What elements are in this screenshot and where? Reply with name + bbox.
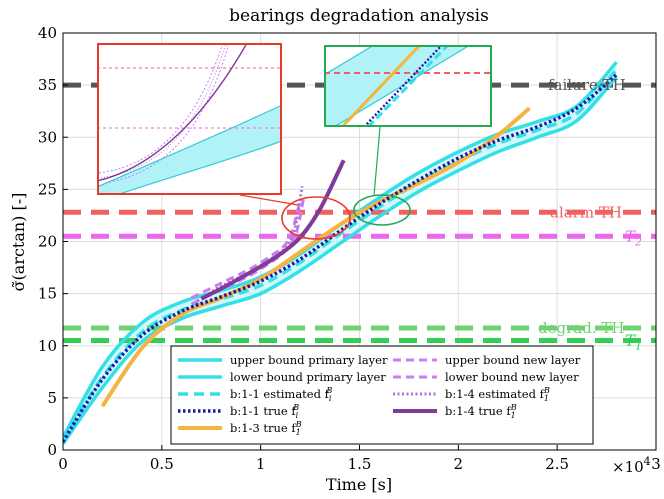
series-line: [100, 106, 531, 408]
x-tick-label: 0.5: [150, 455, 174, 473]
y-tick-label: 0: [47, 441, 57, 459]
series-line: [63, 68, 618, 442]
legend-label: b:1-4 true f1B: [445, 403, 517, 420]
y-tick-label: 30: [38, 128, 57, 146]
x-tick-label: 1: [256, 455, 266, 473]
x-tick-label: 2: [454, 455, 464, 473]
series-line: [63, 73, 618, 443]
zoom-inset-left: [97, 43, 282, 195]
zoom-connector-left: [239, 194, 299, 206]
legend-label: b:1-1 true fiB: [230, 403, 299, 420]
legend-label: lower bound new layer: [445, 370, 579, 384]
y-axis-ticks: 0 5 10 15 20 25 30 35 40: [38, 24, 68, 459]
legend-label: upper bound primary layer: [230, 353, 388, 367]
confidence-bands: [63, 62, 617, 444]
series-line: [190, 199, 302, 300]
x-axis-ticks: 0 0.5 1 1.5 2 2.5 3: [58, 445, 661, 473]
x-axis-multiplier: ×104: [612, 455, 651, 476]
chart-title: bearings degradation analysis: [229, 6, 489, 26]
series-line: [63, 75, 618, 445]
y-axis-label: σ̃(arctan) [-]: [9, 193, 28, 292]
legend-label: b:1-3 true f1B: [230, 420, 302, 437]
legend-label: b:1-4 estimated f1B: [445, 386, 550, 403]
series-lines: [63, 61, 618, 445]
y-tick-label: 10: [38, 337, 57, 355]
x-tick-label: 0: [58, 455, 68, 473]
x-tick-label: 1.5: [348, 455, 372, 473]
zoom-connector-right: [373, 126, 381, 197]
x-axis-label: Time [s]: [326, 475, 392, 494]
threshold-label: alarm TH: [550, 203, 622, 221]
threshold-label: failure TH: [548, 76, 626, 94]
threshold-label: degrad. TH: [538, 319, 624, 337]
x-tick-label: 2.5: [545, 455, 569, 473]
y-tick-label: 5: [47, 389, 57, 407]
legend-box: [170, 345, 594, 445]
y-tick-label: 20: [38, 233, 57, 251]
y-tick-label: 35: [38, 76, 57, 94]
series-line: [200, 159, 346, 301]
legend-label: upper bound new layer: [445, 353, 581, 367]
threshold-label: T2: [625, 227, 642, 248]
threshold-label: T1: [625, 332, 642, 353]
primary-layer-band: [63, 62, 617, 444]
zoom-highlight-right: [353, 194, 411, 226]
legend: upper bound primary layer lower bound pri…: [170, 345, 594, 445]
zoom-inset-right: [324, 45, 492, 127]
zoom-highlight-left: [281, 196, 351, 240]
y-tick-label: 40: [38, 24, 57, 42]
y-tick-label: 15: [38, 285, 57, 303]
legend-label: lower bound primary layer: [230, 370, 386, 384]
x-tick-label: 3: [651, 455, 661, 473]
y-tick-label: 25: [38, 180, 57, 198]
legend-label: b:1-1 estimated fiB: [230, 386, 332, 403]
